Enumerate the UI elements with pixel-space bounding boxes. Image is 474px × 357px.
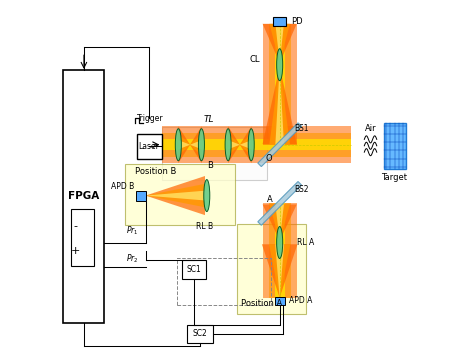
Polygon shape	[228, 126, 240, 163]
Polygon shape	[178, 140, 190, 149]
Polygon shape	[280, 139, 351, 150]
Polygon shape	[190, 134, 202, 156]
Text: BS1: BS1	[294, 124, 309, 133]
Ellipse shape	[204, 180, 210, 212]
Text: O: O	[266, 155, 273, 164]
Text: $Pr_2$: $Pr_2$	[126, 252, 138, 265]
Polygon shape	[146, 184, 205, 207]
Bar	[237, 224, 306, 315]
Polygon shape	[274, 24, 285, 145]
Polygon shape	[269, 203, 291, 298]
Text: Target: Target	[382, 173, 408, 182]
Bar	[176, 258, 271, 305]
Polygon shape	[275, 205, 284, 241]
Text: CL: CL	[250, 55, 260, 64]
Polygon shape	[162, 126, 280, 163]
Text: FPGA: FPGA	[68, 191, 100, 201]
Polygon shape	[269, 205, 290, 241]
Ellipse shape	[199, 129, 204, 161]
Polygon shape	[280, 133, 351, 157]
Text: RL A: RL A	[297, 238, 314, 247]
Polygon shape	[178, 126, 190, 163]
Polygon shape	[240, 140, 252, 149]
Polygon shape	[263, 24, 297, 145]
Polygon shape	[228, 140, 240, 149]
Text: PD: PD	[291, 17, 302, 26]
Polygon shape	[240, 134, 252, 156]
Ellipse shape	[248, 129, 254, 161]
Text: +: +	[71, 246, 80, 256]
Polygon shape	[269, 66, 290, 144]
Polygon shape	[280, 126, 351, 163]
Polygon shape	[275, 24, 284, 63]
Text: APD A: APD A	[289, 296, 312, 305]
Polygon shape	[190, 140, 202, 149]
Polygon shape	[228, 134, 240, 156]
Text: BS2: BS2	[294, 185, 309, 193]
Bar	[71, 209, 94, 266]
Bar	[64, 70, 104, 322]
Bar	[273, 17, 286, 26]
Polygon shape	[269, 24, 290, 63]
Polygon shape	[190, 126, 202, 163]
Polygon shape	[162, 139, 280, 150]
Bar	[186, 325, 213, 343]
Text: RL B: RL B	[196, 222, 214, 231]
Polygon shape	[162, 133, 280, 157]
Text: Air: Air	[365, 124, 376, 133]
Text: Position B: Position B	[135, 167, 176, 176]
Text: APD B: APD B	[110, 182, 134, 191]
Polygon shape	[269, 244, 291, 298]
Bar	[136, 191, 146, 201]
Text: Position A: Position A	[241, 299, 282, 308]
Polygon shape	[275, 66, 284, 144]
Polygon shape	[269, 24, 291, 145]
Polygon shape	[258, 181, 301, 225]
Polygon shape	[240, 126, 252, 163]
Bar	[125, 164, 235, 225]
Bar	[275, 297, 285, 305]
Polygon shape	[178, 134, 190, 156]
Text: Trigger: Trigger	[137, 114, 164, 122]
Polygon shape	[275, 244, 284, 298]
Polygon shape	[262, 244, 298, 298]
Polygon shape	[258, 123, 301, 167]
Polygon shape	[146, 191, 205, 201]
Text: TL: TL	[203, 115, 214, 124]
Polygon shape	[263, 66, 297, 144]
Polygon shape	[263, 203, 297, 298]
Text: B: B	[207, 161, 212, 170]
Bar	[383, 123, 406, 169]
Bar	[182, 260, 206, 279]
Ellipse shape	[277, 49, 283, 81]
Text: SC2: SC2	[192, 330, 207, 338]
Bar	[137, 134, 162, 159]
Ellipse shape	[225, 129, 231, 161]
Text: A: A	[267, 195, 273, 203]
Polygon shape	[263, 24, 297, 63]
Text: SC1: SC1	[187, 265, 201, 274]
Text: Laser: Laser	[139, 142, 160, 151]
Text: $Pr_1$: $Pr_1$	[126, 225, 138, 237]
Polygon shape	[146, 176, 205, 215]
Bar	[162, 127, 267, 180]
Text: -: -	[73, 221, 77, 231]
Polygon shape	[263, 205, 297, 241]
Ellipse shape	[277, 226, 283, 258]
Polygon shape	[274, 203, 285, 298]
Ellipse shape	[175, 129, 182, 161]
